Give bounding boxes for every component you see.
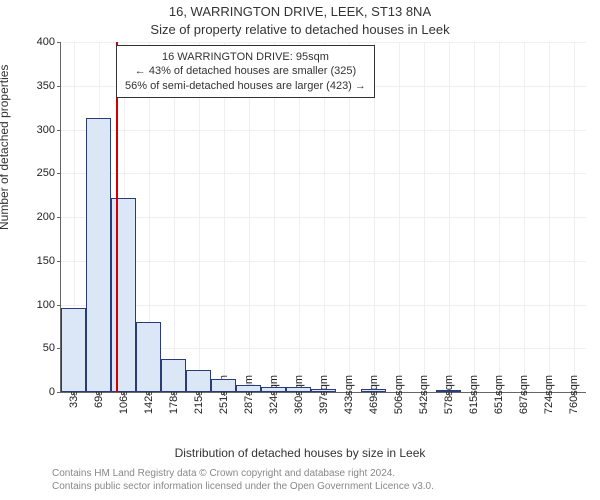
histogram-plot: 33sqm69sqm106sqm142sqm178sqm215sqm251sqm… [60,42,586,393]
x-tick-label: 760sqm [568,375,580,425]
y-tick-label: 200 [15,211,55,223]
histogram-bar [161,359,186,392]
y-tick-label: 50 [15,342,55,354]
histogram-bar [61,308,86,392]
x-tick-label: 542sqm [418,375,430,425]
gridline-horizontal [61,305,586,306]
x-tick-label: 433sqm [343,375,355,425]
x-tick-label: 324sqm [268,375,280,425]
gridline-horizontal [61,173,586,174]
y-tick-mark [57,86,61,87]
x-tick-label: 687sqm [518,375,530,425]
histogram-bar [261,387,286,392]
gridline-horizontal [61,261,586,262]
annotation-box: 16 WARRINGTON DRIVE: 95sqm← 43% of detac… [116,45,375,98]
annotation-line: ← 43% of detached houses are smaller (32… [125,64,366,78]
y-tick-mark [57,42,61,43]
y-tick-mark [57,173,61,174]
y-tick-label: 350 [15,80,55,92]
y-tick-label: 150 [15,255,55,267]
gridline-horizontal [61,217,586,218]
x-tick-label: 469sqm [368,375,380,425]
x-tick-label: 506sqm [393,375,405,425]
y-tick-mark [57,392,61,393]
y-tick-mark [57,130,61,131]
footnote-line-1: Contains HM Land Registry data © Crown c… [52,468,592,480]
x-tick-label: 651sqm [493,375,505,425]
annotation-line: 16 WARRINGTON DRIVE: 95sqm [125,50,366,64]
histogram-bar [111,198,136,392]
y-tick-mark [57,217,61,218]
histogram-bar [286,387,311,392]
y-tick-label: 0 [15,386,55,398]
annotation-line: 56% of semi-detached houses are larger (… [125,79,366,93]
histogram-bar [236,385,261,392]
x-axis-label: Distribution of detached houses by size … [0,446,600,460]
x-tick-label: 724sqm [543,375,555,425]
chart-subtitle: Size of property relative to detached ho… [0,22,600,37]
histogram-bar [186,370,211,392]
y-tick-label: 400 [15,36,55,48]
histogram-bar [311,389,336,393]
x-tick-label: 578sqm [443,375,455,425]
chart-title: 16, WARRINGTON DRIVE, LEEK, ST13 8NA [0,4,600,19]
gridline-horizontal [61,42,586,43]
y-tick-mark [57,261,61,262]
histogram-bar [211,379,236,392]
histogram-bar [436,390,461,392]
histogram-bar [136,322,161,392]
histogram-bar [86,118,111,392]
footnote-line-2: Contains public sector information licen… [52,481,592,493]
gridline-horizontal [61,130,586,131]
y-tick-label: 300 [15,124,55,136]
y-tick-mark [57,305,61,306]
x-tick-label: 360sqm [293,375,305,425]
y-tick-label: 250 [15,167,55,179]
x-tick-label: 287sqm [243,375,255,425]
x-tick-label: 397sqm [318,375,330,425]
x-tick-label: 615sqm [468,375,480,425]
y-tick-label: 100 [15,299,55,311]
histogram-bar [361,389,386,393]
y-axis-label: Number of detached properties [0,65,11,230]
